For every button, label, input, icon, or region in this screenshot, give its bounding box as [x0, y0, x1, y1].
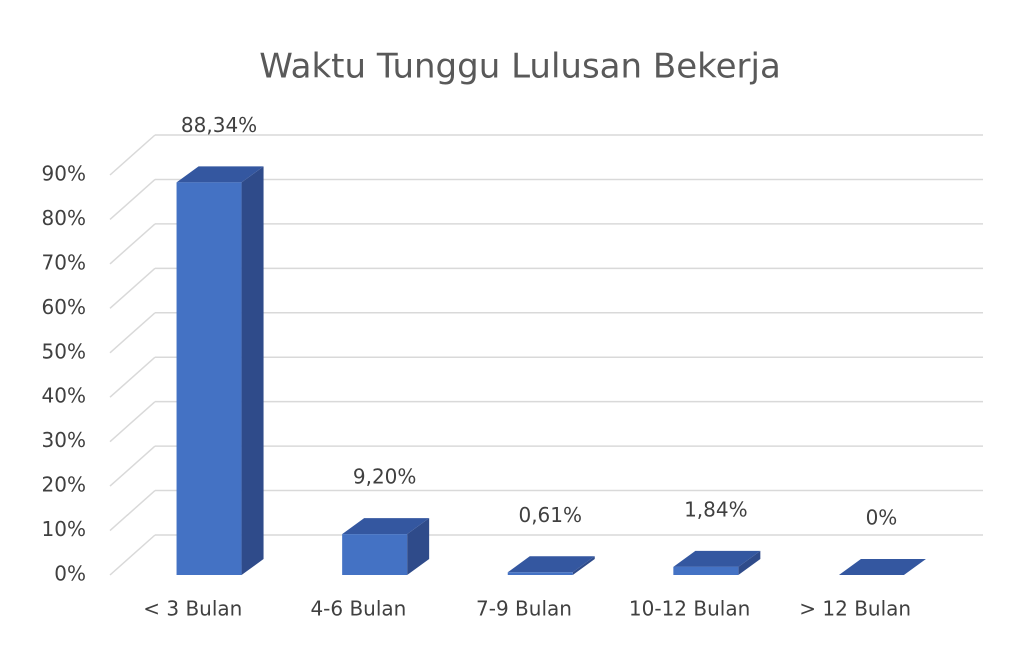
bar-top	[838, 559, 926, 575]
grid-line-side	[109, 178, 156, 221]
y-tick-label: 20%	[42, 473, 86, 497]
bar-front	[342, 534, 408, 575]
grid-line-side	[109, 489, 156, 532]
bar	[176, 166, 264, 575]
bar-front	[507, 572, 573, 575]
x-tick-label: 7-9 Bulan	[476, 597, 572, 621]
bar	[507, 556, 595, 575]
x-tick-label: 10-12 Bulan	[629, 597, 750, 621]
bar-side	[241, 166, 264, 575]
value-label: 9,20%	[353, 465, 417, 489]
y-tick-label: 50%	[42, 339, 86, 363]
y-tick-label: 80%	[42, 206, 86, 230]
bar-side	[738, 550, 761, 575]
grid-line-side	[109, 312, 156, 354]
bar-top	[342, 518, 430, 535]
grid-line-side	[109, 534, 156, 576]
bar	[838, 559, 926, 575]
y-tick-label: 40%	[42, 384, 86, 408]
bar	[342, 518, 430, 575]
value-label: 1,84%	[684, 497, 748, 521]
chart-title: Waktu Tunggu Lulusan Bekerja	[259, 47, 781, 87]
bar	[673, 550, 761, 575]
value-label: 88,34%	[181, 113, 257, 137]
y-tick-label: 0%	[54, 562, 86, 586]
bar-top	[507, 556, 595, 573]
grid-line-side	[109, 223, 156, 265]
value-label: 0%	[866, 506, 898, 530]
value-label: 0,61%	[518, 503, 582, 527]
y-tick-label: 10%	[42, 517, 86, 541]
x-tick-label: 4-6 Bulan	[310, 597, 406, 621]
bar-top	[673, 550, 761, 567]
bar-front	[673, 566, 739, 575]
y-tick-label: 30%	[42, 428, 86, 452]
y-tick-label: 70%	[42, 250, 86, 274]
grid-line-side	[109, 134, 156, 176]
y-tick-label: 60%	[42, 295, 86, 319]
bar-side	[407, 518, 430, 575]
bar-front	[176, 182, 242, 575]
grid-line-side	[109, 445, 156, 487]
grid-line-side	[109, 267, 156, 309]
bar-side	[572, 556, 595, 575]
y-tick-label: 90%	[42, 162, 86, 186]
x-tick-label: < 3 Bulan	[143, 597, 242, 621]
grid-line-side	[109, 356, 156, 398]
x-tick-label: > 12 Bulan	[799, 597, 911, 621]
grid-line-side	[109, 401, 156, 443]
bar-top	[176, 166, 264, 183]
